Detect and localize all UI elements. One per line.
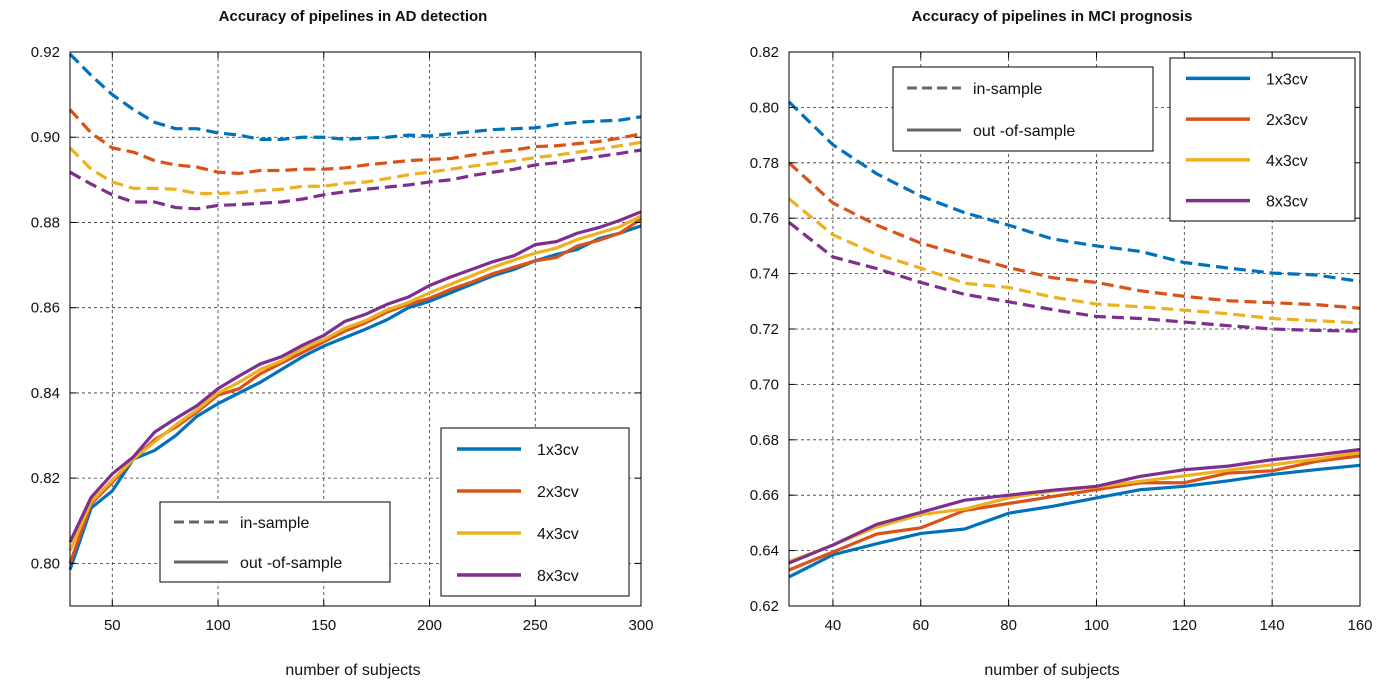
series-line-8x3cv-out-of-sample [68, 210, 642, 543]
series-line-1x3cv-in-sample [68, 53, 642, 141]
chart-title: Accuracy of pipelines in MCI prognosis [912, 8, 1193, 25]
y-tick-label: 0.68 [750, 432, 779, 449]
x-tick-label: 160 [1347, 617, 1372, 634]
plot-lines [68, 53, 642, 571]
y-tick-label: 0.78 [750, 155, 779, 172]
x-tick-label: 80 [1000, 617, 1017, 634]
series-line-4x3cv-in-sample [787, 197, 1361, 325]
tick-labels: 40 60 80 100 120 140 160 0.62 0.64 0.66 0.68 0.70 0.… [750, 44, 1373, 634]
axes [788, 51, 1361, 607]
series-line-2x3cv-out-of-sample [788, 454, 1361, 572]
y-tick-label: 0.80 [31, 555, 60, 572]
x-tick-label: 100 [1084, 617, 1109, 634]
y-tick-label: 0.76 [750, 210, 779, 227]
style-legend-box [159, 501, 391, 583]
series-line-8x3cv-out-of-sample [788, 447, 1361, 565]
legends: 1x3cv 2x3cv 4x3cv 8x3cv in-sample out -of-sam… [892, 57, 1356, 222]
series-legend-box [440, 427, 630, 597]
y-tick-label: 0.62 [750, 598, 779, 615]
legend-label-solid: out -of-sample [240, 555, 342, 572]
y-tick-label: 0.66 [750, 487, 779, 504]
plot-frame [69, 51, 642, 607]
x-tick-label: 50 [104, 617, 121, 634]
y-tick-label: 0.82 [31, 470, 60, 487]
y-tick-label: 0.92 [31, 44, 60, 61]
x-tick-label: 200 [417, 617, 442, 634]
legend-label-4x3cv: 4x3cv [1266, 153, 1308, 170]
series-legend-box [1169, 57, 1356, 222]
y-tick-label: 0.82 [750, 44, 779, 61]
x-tick-label: 300 [628, 617, 653, 634]
chart-title: Accuracy of pipelines in AD detection [219, 8, 488, 25]
plot-lines [787, 100, 1361, 579]
y-tick-label: 0.80 [750, 99, 779, 116]
x-tick-label: 250 [523, 617, 548, 634]
y-tick-label: 0.72 [750, 321, 779, 338]
y-tick-label: 0.90 [31, 129, 60, 146]
x-tick-label: 140 [1260, 617, 1285, 634]
legend-label-solid: out -of-sample [973, 123, 1075, 140]
series-line-4x3cv-in-sample [68, 140, 642, 196]
x-tick-label: 120 [1172, 617, 1197, 634]
y-tick-label: 0.84 [31, 385, 60, 402]
series-line-8x3cv-in-sample [788, 221, 1361, 333]
y-tick-label: 0.64 [750, 543, 779, 560]
legend-label-4x3cv: 4x3cv [537, 526, 579, 543]
y-tick-label: 0.74 [750, 266, 779, 283]
legend-label-dashed: in-sample [973, 81, 1042, 98]
tick-labels: 50 100 150 200 250 300 0.80 0.82 0.84 0.86 0.88 0.9… [31, 44, 654, 634]
x-axis-label: number of subjects [984, 662, 1119, 679]
legend-label-dashed: in-sample [240, 515, 309, 532]
chart-mci-prognosis: Accuracy of pipelines in MCI prognosis 4… [750, 8, 1373, 679]
x-tick-label: 60 [912, 617, 929, 634]
legend-label-8x3cv: 8x3cv [1266, 194, 1308, 211]
legend-label-8x3cv: 8x3cv [537, 568, 579, 585]
series-line-8x3cv-in-sample [69, 148, 642, 211]
legend-label-1x3cv: 1x3cv [1266, 71, 1308, 88]
chart-ad-detection: Accuracy of pipelines in AD detection 50… [31, 8, 654, 679]
legend-label-2x3cv: 2x3cv [1266, 112, 1308, 129]
x-tick-label: 100 [206, 617, 231, 634]
style-legend-box [892, 66, 1154, 152]
series-line-1x3cv-out-of-sample [788, 463, 1361, 579]
legend-label-2x3cv: 2x3cv [537, 484, 579, 501]
legend-label-1x3cv: 1x3cv [537, 442, 579, 459]
axes [69, 51, 642, 607]
legends: 1x3cv 2x3cv 4x3cv 8x3cv in-sample out -of-sam… [159, 427, 630, 597]
x-tick-label: 40 [825, 617, 842, 634]
x-axis-label: number of subjects [285, 662, 420, 679]
series-line-2x3cv-in-sample [787, 161, 1361, 310]
series-line-1x3cv-in-sample [787, 100, 1361, 283]
y-tick-label: 0.70 [750, 376, 779, 393]
series-line-4x3cv-out-of-sample [68, 214, 642, 552]
series-line-2x3cv-in-sample [68, 108, 642, 176]
y-tick-label: 0.88 [31, 214, 60, 231]
x-tick-label: 150 [311, 617, 336, 634]
y-tick-label: 0.86 [31, 300, 60, 317]
